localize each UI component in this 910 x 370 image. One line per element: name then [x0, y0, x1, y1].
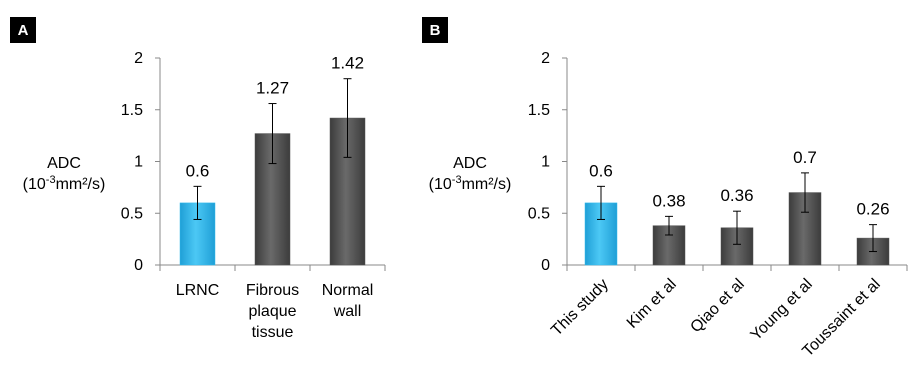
x-category-label: Kim et al [624, 276, 680, 332]
y-tick-label: 2 [541, 50, 550, 67]
data-label: 0.6 [589, 161, 613, 180]
x-category-label: Normal wall [322, 282, 374, 320]
x-category-label: Fibrous plaque tissue [246, 282, 299, 341]
y-tick-label: 0 [541, 257, 550, 274]
data-label: 1.42 [331, 54, 364, 73]
data-label: 0.36 [720, 186, 753, 205]
panel-label: B [430, 22, 441, 39]
data-label: 0.26 [856, 200, 889, 219]
y-tick-label: 1.5 [121, 102, 143, 119]
x-category-label: LRNC [176, 282, 220, 299]
data-label: 0.38 [652, 191, 685, 210]
y-tick-label: 0 [134, 257, 143, 274]
data-label: 0.7 [793, 148, 817, 167]
panel-label: A [18, 22, 29, 39]
y-axis-label-line2: (10-3mm²/s) [23, 174, 106, 193]
y-axis-label-line2: (10-3mm²/s) [429, 174, 512, 193]
data-label: 1.27 [256, 79, 289, 98]
panel-a-chart: A 0 0.5 1 1.5 2 ADC (10-3mm²/s) 0.6 LRNC 1.27 Fibro… [10, 17, 386, 341]
data-label: 0.6 [186, 161, 210, 180]
panel-b-chart: B 0 0.5 1 1.5 2 ADC (10-3mm²/s) 0.6 This study 0.3… [422, 17, 908, 360]
y-axis-label-line1: ADC [453, 155, 487, 172]
x-category-label: Qiao et al [687, 276, 747, 336]
y-tick-label: 2 [134, 50, 143, 67]
panel-badge [422, 17, 448, 43]
y-tick-label: 1 [134, 154, 143, 171]
y-axis-label-line1: ADC [47, 155, 81, 172]
y-tick-label: 1.5 [528, 102, 550, 119]
panel-badge [10, 17, 36, 43]
y-tick-label: 0.5 [528, 205, 550, 222]
y-tick-label: 1 [541, 154, 550, 171]
x-category-label: Young et al [748, 276, 816, 344]
y-tick-label: 0.5 [121, 205, 143, 222]
x-category-label: This study [548, 276, 612, 340]
